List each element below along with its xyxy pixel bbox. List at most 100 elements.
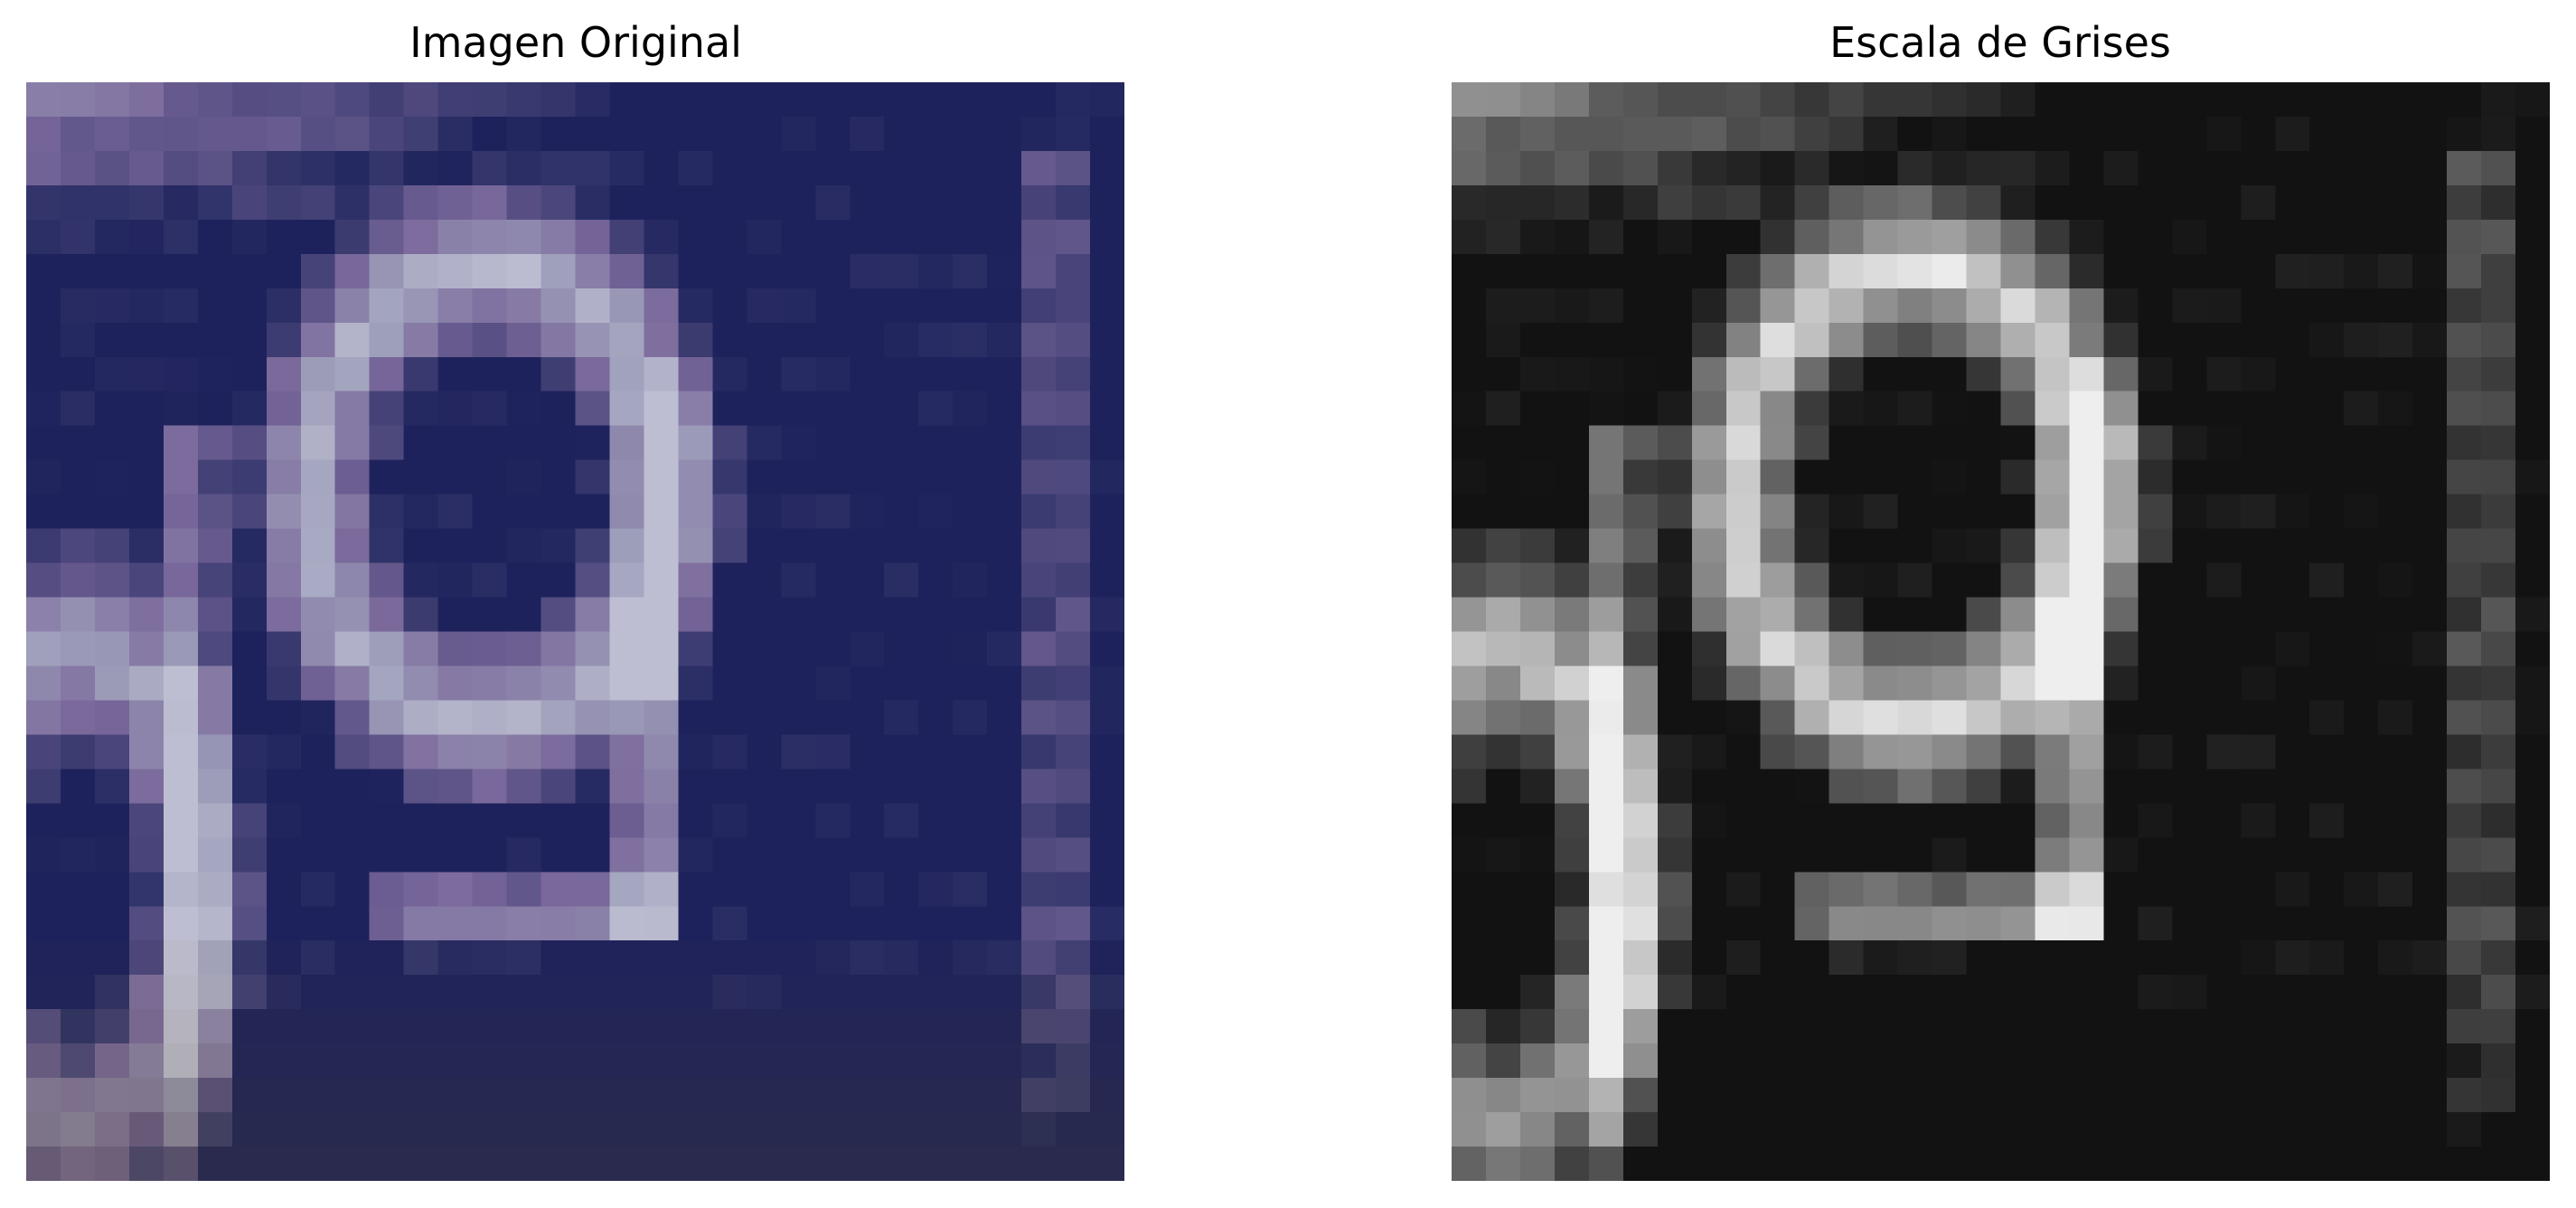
pixel <box>781 322 816 357</box>
pixel <box>2447 391 2482 426</box>
pixel <box>2481 184 2516 220</box>
pixel <box>2275 700 2310 735</box>
pixel <box>1485 1147 1520 1181</box>
pixel <box>369 459 404 495</box>
pixel <box>231 872 267 907</box>
pixel <box>128 391 164 426</box>
pixel <box>541 734 576 769</box>
pixel <box>1794 82 1829 117</box>
pixel <box>678 1078 713 1113</box>
pixel <box>300 940 335 976</box>
pixel <box>1966 184 2001 220</box>
pixel <box>472 1043 507 1079</box>
pixel <box>1760 803 1795 838</box>
pixel <box>128 253 164 288</box>
pixel <box>1897 82 1932 117</box>
pixel <box>1760 1043 1795 1079</box>
pixel <box>815 459 851 495</box>
pixel <box>334 322 370 357</box>
pixel <box>163 528 198 563</box>
pixel <box>266 940 301 976</box>
pixel <box>2206 1043 2242 1079</box>
pixel <box>2275 665 2310 701</box>
pixel <box>2000 734 2035 769</box>
pixel <box>2515 700 2550 735</box>
pixel <box>850 494 885 529</box>
pixel <box>781 219 816 254</box>
pixel <box>1966 1112 2001 1147</box>
pixel <box>334 872 370 907</box>
pixel <box>953 528 988 563</box>
pixel <box>1090 356 1124 392</box>
pixel <box>953 150 988 185</box>
pixel <box>884 322 919 357</box>
pixel <box>197 150 232 185</box>
pixel <box>987 940 1022 976</box>
pixel <box>1863 1043 1898 1079</box>
pixel <box>472 288 507 323</box>
pixel <box>712 1112 747 1147</box>
pixel <box>1932 288 1967 323</box>
pixel <box>2378 528 2413 563</box>
pixel <box>1021 116 1057 151</box>
pixel <box>850 1112 885 1147</box>
pixel <box>369 734 404 769</box>
pixel <box>1691 1147 1726 1181</box>
pixel <box>403 803 438 838</box>
pixel <box>1725 356 1761 392</box>
pixel <box>1897 184 1932 220</box>
pixel <box>197 1009 232 1044</box>
pixel <box>2206 425 2242 460</box>
pixel <box>884 769 919 804</box>
pixel <box>884 940 919 976</box>
pixel <box>1691 1043 1726 1079</box>
pixel <box>1932 322 1967 357</box>
pixel <box>2000 803 2035 838</box>
pixel <box>1588 700 1623 735</box>
pixel <box>575 665 610 701</box>
pixel <box>850 425 885 460</box>
pixel <box>609 288 644 323</box>
pixel <box>2481 322 2516 357</box>
pixel <box>2275 184 2310 220</box>
pixel <box>437 906 473 941</box>
pixel <box>2515 597 2550 632</box>
pixel <box>197 1112 232 1147</box>
pixel <box>644 665 679 701</box>
pixel <box>266 253 301 288</box>
pixel <box>2069 459 2104 495</box>
pixel <box>163 288 198 323</box>
pixel <box>815 562 851 598</box>
pixel <box>781 803 816 838</box>
pixel <box>300 253 335 288</box>
pixel <box>2515 82 2550 117</box>
pixel <box>403 562 438 598</box>
pixel <box>918 1043 954 1079</box>
pixel <box>1725 1009 1761 1044</box>
pixel <box>1519 425 1555 460</box>
pixel <box>1691 1078 1726 1113</box>
pixel <box>1622 1009 1658 1044</box>
pixel <box>747 1043 782 1079</box>
pixel <box>334 734 370 769</box>
pixel <box>1691 597 1726 632</box>
pixel <box>334 82 370 117</box>
pixel <box>644 253 679 288</box>
pixel <box>1657 1078 1692 1113</box>
pixel <box>197 597 232 632</box>
pixel <box>712 665 747 701</box>
pixel <box>1829 597 1864 632</box>
pixel <box>747 322 782 357</box>
pixel <box>1021 253 1057 288</box>
pixel <box>815 837 851 873</box>
pixel <box>1622 425 1658 460</box>
pixel <box>2035 1078 2070 1113</box>
pixel <box>850 288 885 323</box>
pixel <box>1691 562 1726 598</box>
pixel <box>2172 906 2207 941</box>
pixel <box>2309 82 2345 117</box>
pixel <box>231 116 267 151</box>
pixel <box>128 184 164 220</box>
pixel <box>953 356 988 392</box>
pixel <box>2138 1043 2173 1079</box>
